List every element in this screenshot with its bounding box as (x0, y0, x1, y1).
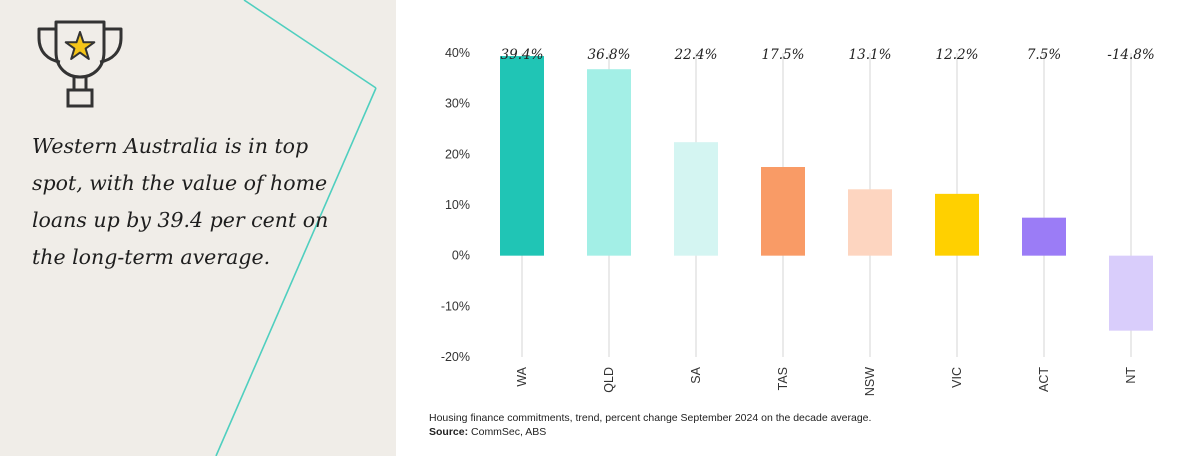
bar (935, 193, 979, 256)
bar (500, 56, 544, 256)
value-label: 13.1% (849, 47, 892, 63)
accent-line-top (243, 0, 377, 89)
category-label: NSW (863, 367, 877, 396)
y-tick-label: 0% (452, 249, 470, 263)
chart-caption: Housing finance commitments, trend, perc… (429, 411, 871, 439)
category-label: SA (689, 366, 703, 383)
category-label: NT (1124, 367, 1138, 384)
trophy-star-icon (37, 20, 123, 108)
value-label: 17.5% (762, 47, 805, 63)
source-label: Source: (429, 426, 469, 438)
bar (587, 69, 631, 256)
bar (1109, 255, 1153, 331)
bars (500, 56, 1153, 331)
source-value: CommSec, ABS (471, 426, 547, 438)
bar (674, 142, 718, 256)
value-label: 12.2% (936, 47, 979, 63)
category-label: WA (515, 366, 529, 386)
value-label: 7.5% (1027, 47, 1061, 63)
category-label: VIC (950, 367, 964, 388)
bar (761, 167, 805, 256)
y-tick-label: -10% (441, 299, 470, 313)
y-tick-label: -20% (441, 350, 470, 364)
y-tick-label: 20% (445, 147, 470, 161)
y-tick-label: 40% (445, 46, 470, 60)
category-label: QLD (602, 367, 616, 393)
category-label: ACT (1037, 367, 1051, 392)
y-tick-label: 10% (445, 198, 470, 212)
accent-line-bottom (215, 87, 377, 456)
headline-text: Western Australia is in top spot, with t… (32, 134, 329, 269)
caption-text: Housing finance commitments, trend, perc… (429, 412, 872, 424)
bar-chart: 40% 30% 20% 10% 0% -10% -20% 39.4% 36.8% 22.4% 17… (441, 46, 1155, 396)
value-labels: 39.4% 36.8% 22.4% 17.5% 13.1% 12.2% 7.5% -14.8% (501, 47, 1155, 63)
category-labels: WA QLD SA TAS NSW VIC ACT NT (515, 366, 1138, 396)
value-label: 22.4% (674, 47, 718, 63)
value-label: 39.4% (501, 47, 544, 63)
source-line: Source: CommSec, ABS (429, 425, 871, 439)
bar (848, 189, 892, 256)
category-label: TAS (776, 367, 790, 390)
value-label: -14.8% (1107, 47, 1154, 63)
callout-panel: Western Australia is in top spot, with t… (0, 0, 396, 456)
y-axis-ticks: 40% 30% 20% 10% 0% -10% -20% (441, 46, 470, 364)
value-label: 36.8% (588, 47, 631, 63)
decorative-lines (215, 0, 377, 456)
bar (1022, 217, 1066, 256)
y-tick-label: 30% (445, 97, 470, 111)
